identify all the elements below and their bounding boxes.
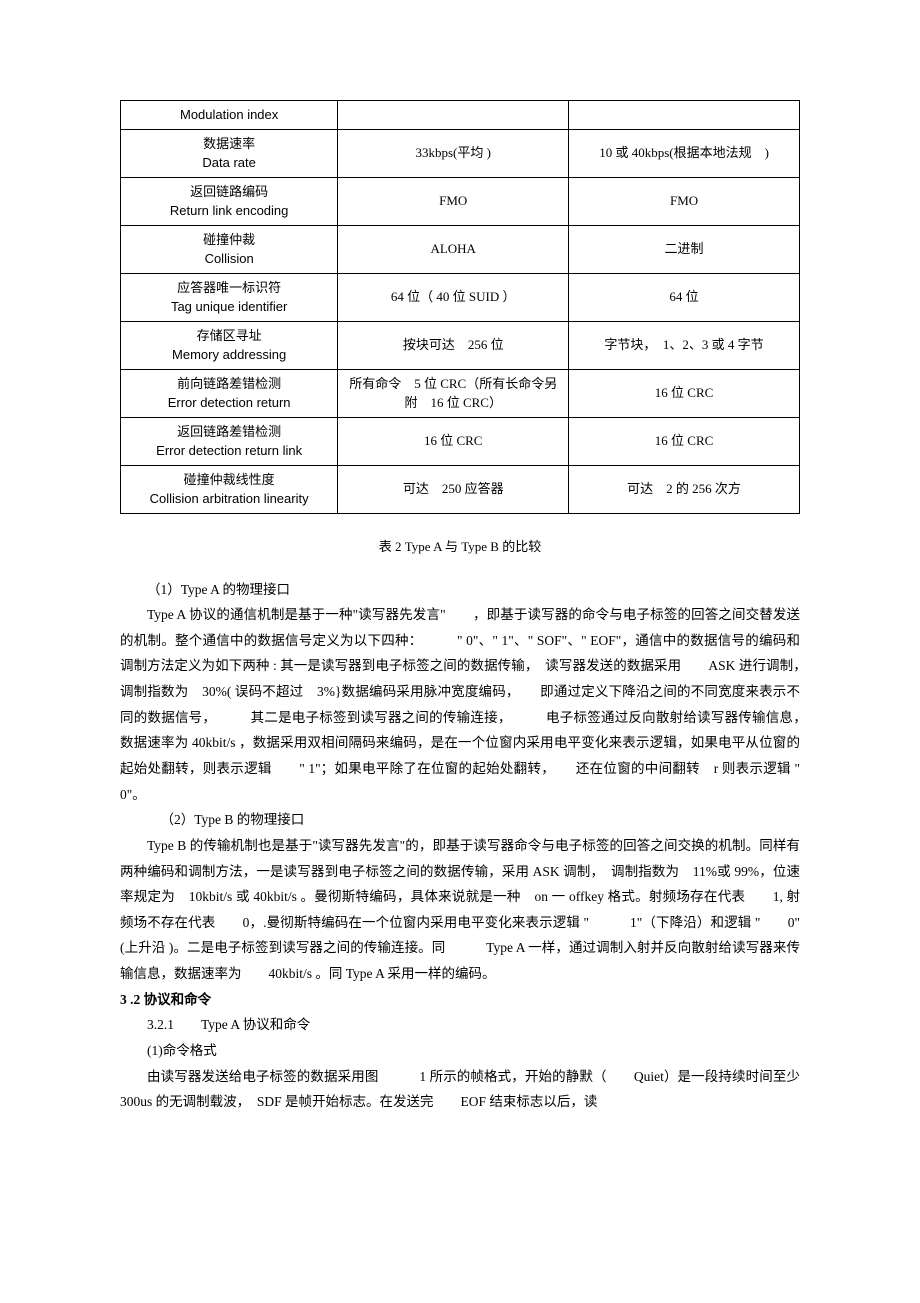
- row-col-a: ALOHA: [338, 225, 569, 273]
- row-col-a: 16 位 CRC: [338, 417, 569, 465]
- heading-type-b: （2）Type B 的物理接口: [120, 807, 800, 833]
- row-name: 碰撞仲裁线性度Collision arbitration linearity: [121, 465, 338, 513]
- row-col-a: 33kbps(平均 ): [338, 129, 569, 177]
- row-name: 数据速率Data rate: [121, 129, 338, 177]
- row-name: 存储区寻址Memory addressing: [121, 321, 338, 369]
- row-col-a: [338, 101, 569, 130]
- row-name: 前向链路差错检测Error detection return: [121, 369, 338, 417]
- spec-table: Modulation index数据速率Data rate33kbps(平均 )…: [120, 100, 800, 514]
- table-row: 前向链路差错检测Error detection return所有命令 5 位 C…: [121, 369, 800, 417]
- row-name: Modulation index: [121, 101, 338, 130]
- section-3-2: 3 .2 协议和命令: [120, 987, 800, 1013]
- row-name: 应答器唯一标识符Tag unique identifier: [121, 273, 338, 321]
- table-row: Modulation index: [121, 101, 800, 130]
- paragraph-type-b: Type B 的传输机制也是基于"读写器先发言"的，即基于读写器命令与电子标签的…: [120, 833, 800, 987]
- heading-type-a: （1）Type A 的物理接口: [120, 577, 800, 603]
- row-col-b: 64 位: [569, 273, 800, 321]
- row-col-b: 16 位 CRC: [569, 417, 800, 465]
- table-row: 返回链路差错检测Error detection return link16 位 …: [121, 417, 800, 465]
- row-col-a: 按块可达 256 位: [338, 321, 569, 369]
- body-text: （1）Type A 的物理接口 Type A 协议的通信机制是基于一种"读写器先…: [120, 577, 800, 1115]
- row-col-a: 64 位（ 40 位 SUID ）: [338, 273, 569, 321]
- row-name: 返回链路编码Return link encoding: [121, 177, 338, 225]
- table-row: 碰撞仲裁CollisionALOHA二进制: [121, 225, 800, 273]
- table-caption: 表 2 Type A 与 Type B 的比较: [120, 536, 800, 555]
- row-name: 碰撞仲裁Collision: [121, 225, 338, 273]
- table-row: 数据速率Data rate33kbps(平均 )10 或 40kbps(根据本地…: [121, 129, 800, 177]
- row-col-b: 可达 2 的 256 次方: [569, 465, 800, 513]
- row-col-b: 16 位 CRC: [569, 369, 800, 417]
- row-col-a: 可达 250 应答器: [338, 465, 569, 513]
- row-name: 返回链路差错检测Error detection return link: [121, 417, 338, 465]
- table-row: 返回链路编码Return link encodingFMOFMO: [121, 177, 800, 225]
- table-row: 应答器唯一标识符Tag unique identifier64 位（ 40 位 …: [121, 273, 800, 321]
- cmd-format-heading: (1)命令格式: [120, 1038, 800, 1064]
- row-col-b: FMO: [569, 177, 800, 225]
- row-col-a: 所有命令 5 位 CRC（所有长命令另附 16 位 CRC）: [338, 369, 569, 417]
- table-row: 存储区寻址Memory addressing按块可达 256 位字节块， 1、2…: [121, 321, 800, 369]
- paragraph-cmd: 由读写器发送给电子标签的数据采用图 1 所示的帧格式，开始的静默（ Quiet）…: [120, 1064, 800, 1115]
- row-col-b: [569, 101, 800, 130]
- row-col-b: 10 或 40kbps(根据本地法规 ): [569, 129, 800, 177]
- table-row: 碰撞仲裁线性度Collision arbitration linearity可达…: [121, 465, 800, 513]
- paragraph-type-a: Type A 协议的通信机制是基于一种"读写器先发言" ，即基于读写器的命令与电…: [120, 602, 800, 807]
- subsection-3-2-1: 3.2.1 Type A 协议和命令: [120, 1012, 800, 1038]
- row-col-b: 字节块， 1、2、3 或 4 字节: [569, 321, 800, 369]
- row-col-b: 二进制: [569, 225, 800, 273]
- row-col-a: FMO: [338, 177, 569, 225]
